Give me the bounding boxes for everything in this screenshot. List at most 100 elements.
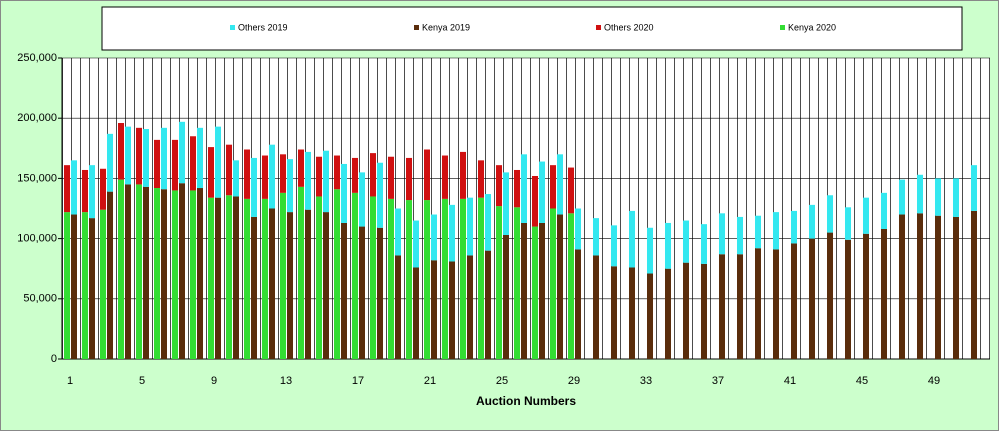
bar-segment bbox=[161, 189, 167, 359]
bar-segment bbox=[298, 149, 304, 187]
bar-segment bbox=[154, 139, 160, 189]
bar-segment bbox=[550, 208, 556, 359]
bar-segment bbox=[953, 216, 959, 359]
bar-segment bbox=[262, 155, 268, 199]
bar-segment bbox=[298, 186, 304, 359]
bar-segment bbox=[719, 213, 725, 255]
bar-segment bbox=[269, 208, 275, 359]
y-tick-label: 0 bbox=[51, 353, 57, 365]
bar-segment bbox=[143, 186, 149, 359]
bar-segment bbox=[359, 172, 365, 227]
bar-segment bbox=[370, 153, 376, 197]
legend-swatch bbox=[414, 25, 419, 30]
bar-segment bbox=[503, 234, 509, 359]
bar-segment bbox=[791, 243, 797, 359]
bar-segment bbox=[370, 196, 376, 359]
bar-segment bbox=[521, 222, 527, 359]
bar-segment bbox=[82, 212, 88, 359]
bar-segment bbox=[280, 192, 286, 359]
legend-swatch bbox=[596, 25, 601, 30]
bar-segment bbox=[71, 214, 77, 359]
bar-segment bbox=[719, 254, 725, 359]
bar-segment bbox=[773, 249, 779, 359]
bar-segment bbox=[413, 267, 419, 359]
bar-segment bbox=[143, 129, 149, 187]
bar-segment bbox=[953, 178, 959, 217]
bar-segment bbox=[377, 227, 383, 359]
bar-segment bbox=[917, 213, 923, 359]
legend-label: Kenya 2019 bbox=[422, 22, 470, 32]
legend-label: Others 2019 bbox=[238, 22, 288, 32]
bar-segment bbox=[136, 127, 142, 185]
bar-segment bbox=[424, 149, 430, 201]
bar-segment bbox=[323, 212, 329, 359]
bar-segment bbox=[737, 216, 743, 255]
bar-segment bbox=[647, 273, 653, 359]
bar-segment bbox=[557, 214, 563, 359]
bar-segment bbox=[539, 222, 545, 359]
bar-segment bbox=[64, 212, 70, 359]
bar-segment bbox=[971, 210, 977, 359]
bar-segment bbox=[287, 212, 293, 359]
bar-segment bbox=[251, 216, 257, 359]
bar-segment bbox=[935, 215, 941, 359]
bar-segment bbox=[755, 248, 761, 359]
x-tick-label: 45 bbox=[856, 375, 868, 387]
bar-segment bbox=[305, 151, 311, 210]
bar-segment bbox=[827, 195, 833, 233]
y-tick-label: 200,000 bbox=[17, 112, 57, 124]
bar-segment bbox=[64, 165, 70, 213]
bar-segment bbox=[791, 210, 797, 244]
bar-segment bbox=[665, 268, 671, 359]
bar-segment bbox=[683, 262, 689, 359]
bar-segment bbox=[568, 167, 574, 214]
bar-segment bbox=[172, 190, 178, 359]
bar-segment bbox=[215, 126, 221, 198]
bar-segment bbox=[629, 267, 635, 359]
bar-segment bbox=[431, 214, 437, 261]
bar-segment bbox=[809, 238, 815, 359]
bar-segment bbox=[827, 232, 833, 359]
bar-segment bbox=[413, 220, 419, 268]
bar-segment bbox=[665, 222, 671, 269]
bar-segment bbox=[683, 220, 689, 263]
bar-segment bbox=[89, 165, 95, 219]
bar-segment bbox=[107, 133, 113, 192]
bar-segment bbox=[341, 163, 347, 223]
bar-segment bbox=[701, 263, 707, 359]
y-tick-label: 150,000 bbox=[17, 172, 57, 184]
bar-segment bbox=[406, 200, 412, 359]
bar-segment bbox=[107, 191, 113, 359]
bar-segment bbox=[118, 123, 124, 180]
bar-segment bbox=[611, 266, 617, 359]
bar-segment bbox=[208, 147, 214, 198]
bar-segment bbox=[611, 225, 617, 267]
bar-segment bbox=[442, 155, 448, 199]
bar-segment bbox=[514, 169, 520, 208]
bar-segment bbox=[737, 254, 743, 359]
bar-segment bbox=[323, 150, 329, 213]
bar-segment bbox=[100, 209, 106, 359]
bar-segment bbox=[82, 169, 88, 213]
bar-segment bbox=[269, 144, 275, 209]
x-tick-label: 5 bbox=[139, 375, 145, 387]
bar-segment bbox=[593, 218, 599, 256]
bar-segment bbox=[125, 126, 131, 185]
bar-segment bbox=[334, 189, 340, 359]
bar-segment bbox=[233, 160, 239, 197]
bar-segment bbox=[316, 196, 322, 359]
bar-segment bbox=[316, 156, 322, 197]
y-tick-label: 50,000 bbox=[23, 293, 57, 305]
legend-box bbox=[101, 6, 963, 51]
bar-segment bbox=[190, 136, 196, 191]
bar-segment bbox=[395, 255, 401, 359]
bar-segment bbox=[280, 154, 286, 193]
bar-segment bbox=[557, 154, 563, 215]
bar-segment bbox=[532, 226, 538, 359]
bar-segment bbox=[125, 184, 131, 359]
bar-segment bbox=[161, 127, 167, 190]
bar-segment bbox=[179, 121, 185, 184]
bar-segment bbox=[341, 222, 347, 359]
legend-label: Kenya 2020 bbox=[788, 22, 836, 32]
bar-segment bbox=[431, 260, 437, 359]
